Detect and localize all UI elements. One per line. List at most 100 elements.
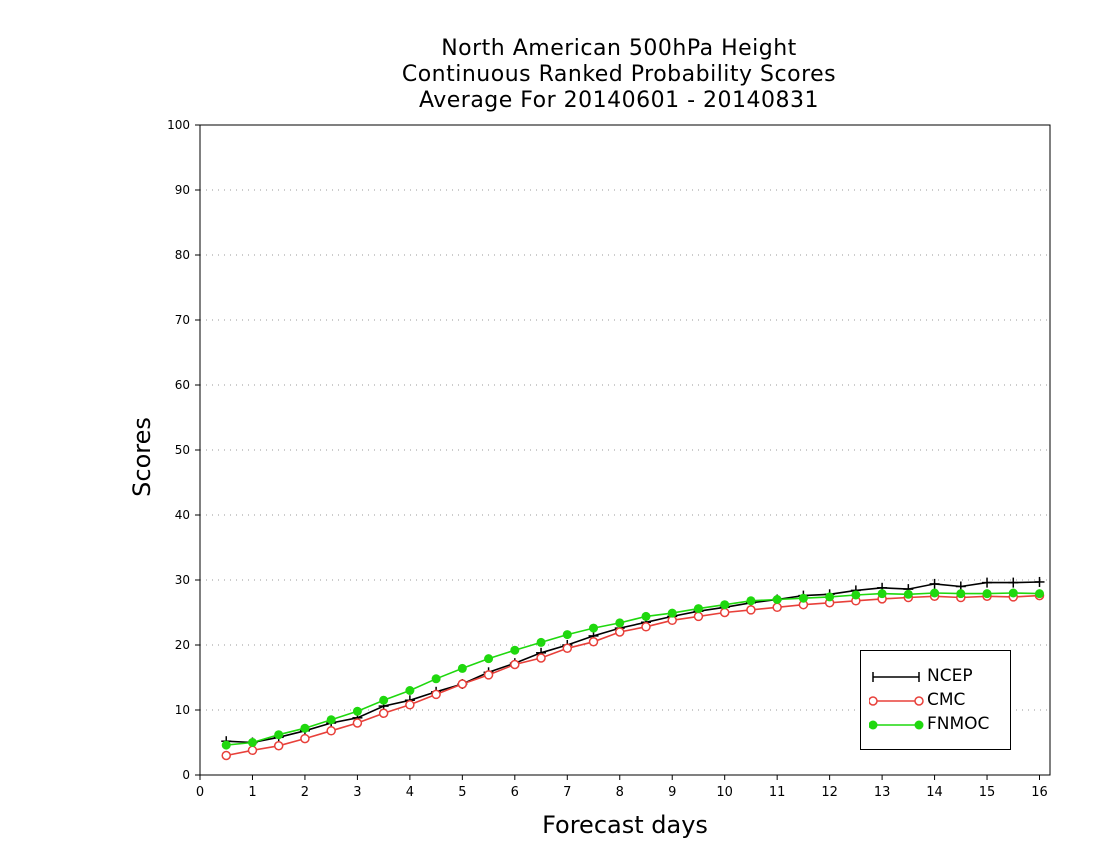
data-point-fnmoc-26	[903, 589, 913, 599]
data-point-fnmoc-9	[457, 663, 467, 673]
data-point-fnmoc-24	[851, 590, 861, 600]
series-lines	[221, 576, 1045, 761]
data-point-fnmoc-28	[956, 589, 966, 599]
data-point-cmc-2	[273, 741, 284, 751]
data-point-fnmoc-4	[326, 715, 336, 725]
y-tick-label-70: 70	[175, 313, 190, 327]
x-tick-label-7: 7	[563, 785, 571, 800]
data-point-fnmoc-20	[746, 596, 756, 606]
legend-item-ncep: NCEP	[861, 665, 1010, 689]
data-point-fnmoc-11	[510, 645, 520, 655]
chart-legend: NCEP CMC FNMOC	[860, 650, 1011, 750]
data-point-fnmoc-13	[562, 630, 572, 640]
data-point-cmc-18	[693, 611, 704, 622]
data-point-fnmoc-16	[641, 611, 651, 621]
data-point-fnmoc-0	[221, 740, 231, 750]
data-point-fnmoc-17	[667, 608, 677, 618]
data-point-fnmoc-3	[300, 723, 310, 733]
legend-item-cmc: CMC	[861, 689, 1010, 713]
chart-title-line-1: North American 500hPa Height	[441, 36, 797, 61]
data-point-fnmoc-30	[1008, 588, 1018, 598]
data-point-cmc-20	[746, 605, 756, 615]
data-point-cmc-11	[510, 659, 520, 670]
data-point-fnmoc-8	[431, 674, 441, 684]
x-tick-label-10: 10	[716, 785, 733, 800]
data-point-cmc-14	[588, 637, 599, 647]
data-point-cmc-0	[221, 750, 231, 761]
data-point-cmc-8	[431, 689, 441, 700]
y-tick-label-100: 100	[167, 118, 190, 132]
data-point-cmc-1	[247, 745, 258, 756]
data-point-cmc-16	[641, 622, 651, 632]
legend-label-fnmoc: FNMOC	[927, 714, 990, 734]
y-axis-label: Scores	[128, 417, 156, 497]
chart-title-line-3: Average For 20140601 - 20140831	[418, 88, 820, 113]
y-tick-label-30: 30	[175, 573, 190, 587]
y-tick-label-10: 10	[175, 703, 190, 717]
x-tick-label-0: 0	[196, 785, 204, 800]
y-tick-label-60: 60	[175, 378, 190, 392]
data-point-ncep-30	[1008, 577, 1019, 588]
data-point-cmc-12	[536, 653, 546, 663]
data-point-fnmoc-31	[1035, 589, 1045, 599]
x-tick-label-9: 9	[668, 785, 676, 800]
data-point-fnmoc-22	[798, 593, 808, 603]
data-point-fnmoc-15	[615, 618, 625, 628]
data-point-cmc-5	[352, 718, 363, 728]
x-tick-label-5: 5	[458, 785, 466, 800]
data-point-fnmoc-7	[405, 686, 415, 695]
data-point-fnmoc-10	[484, 654, 494, 664]
x-tick-label-11: 11	[769, 785, 786, 800]
data-point-cmc-7	[405, 700, 415, 710]
x-tick-label-16: 16	[1031, 785, 1048, 800]
data-point-ncep-31	[1034, 576, 1045, 587]
x-tick-label-2: 2	[301, 785, 309, 800]
data-point-fnmoc-27	[930, 588, 940, 598]
legend-label-cmc: CMC	[927, 690, 966, 710]
data-point-fnmoc-19	[720, 600, 730, 610]
data-point-cmc-13	[562, 643, 573, 653]
data-point-cmc-4	[326, 726, 336, 736]
y-tick-label-0: 0	[182, 768, 190, 782]
x-tick-label-4: 4	[406, 785, 414, 800]
legend-item-fnmoc: FNMOC	[861, 713, 1010, 737]
y-tick-label-20: 20	[175, 638, 190, 652]
legend-marker-fnmoc	[869, 720, 924, 730]
y-tick-label-90: 90	[175, 183, 190, 197]
data-point-fnmoc-29	[982, 589, 992, 599]
x-tick-label-13: 13	[874, 785, 891, 800]
data-point-cmc-19	[719, 607, 730, 618]
legend-label-ncep: NCEP	[927, 666, 973, 686]
data-point-ncep-27	[929, 578, 940, 589]
data-point-fnmoc-5	[352, 706, 362, 716]
data-point-cmc-15	[615, 627, 625, 637]
data-point-fnmoc-18	[693, 604, 703, 614]
data-point-fnmoc-21	[772, 595, 782, 604]
data-point-fnmoc-2	[274, 730, 284, 740]
data-point-fnmoc-23	[825, 592, 835, 602]
x-axis-label: Forecast days	[542, 811, 708, 839]
legend-marker-cmc	[869, 696, 924, 706]
legend-marker-ncep	[872, 672, 920, 682]
data-point-fnmoc-14	[589, 623, 599, 633]
y-tick-label-40: 40	[175, 508, 190, 522]
y-tick-label-50: 50	[175, 443, 190, 457]
x-tick-label-12: 12	[821, 785, 838, 800]
x-tick-label-8: 8	[616, 785, 624, 800]
x-tick-label-6: 6	[511, 785, 519, 800]
data-point-fnmoc-12	[536, 637, 546, 647]
data-point-fnmoc-1	[247, 738, 257, 747]
data-point-cmc-10	[483, 670, 494, 680]
x-tick-label-14: 14	[926, 785, 943, 800]
x-tick-label-1: 1	[248, 785, 256, 800]
x-tick-label-15: 15	[979, 785, 996, 800]
data-point-cmc-21	[772, 602, 782, 613]
data-point-fnmoc-6	[379, 695, 389, 705]
grid-lines	[200, 189, 1050, 711]
y-tick-label-80: 80	[175, 248, 190, 262]
data-point-cmc-3	[300, 733, 310, 744]
data-point-fnmoc-25	[877, 589, 887, 599]
data-point-cmc-9	[457, 679, 468, 689]
